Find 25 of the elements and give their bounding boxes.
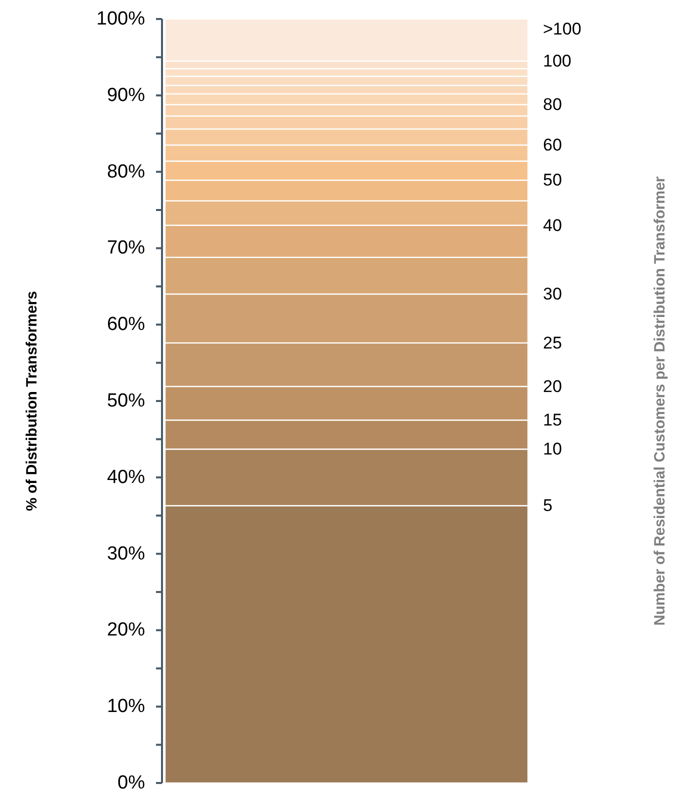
series-label: >100 [543, 20, 582, 38]
y-tick-label: 100% [96, 8, 146, 30]
y-tick-label: 70% [106, 238, 146, 259]
series-label: 25 [543, 333, 562, 352]
series-label: 50 [543, 170, 562, 190]
y-tick-label: 30% [106, 543, 146, 564]
series-label: 60 [543, 136, 562, 155]
text: Number of Residential Customers per Distribution Transformer [652, 176, 668, 626]
y-tick-label: 20% [106, 620, 146, 641]
series-label: 10 [543, 440, 562, 459]
y-tick-label: 60% [106, 314, 146, 336]
series-label: 30 [543, 284, 562, 304]
series-label: 5 [543, 496, 552, 516]
y-tick-label: 10% [106, 696, 146, 718]
y-tick-label: 90% [106, 84, 146, 106]
y-tick-label: 40% [106, 466, 146, 488]
series-label: 15 [543, 410, 562, 430]
series-label: 80 [543, 95, 562, 114]
series-label: 40 [543, 216, 562, 235]
y-axis-title: % of Distribution Transformers [24, 290, 40, 512]
series-label: 20 [543, 376, 562, 396]
y-tick-label: 50% [106, 390, 146, 412]
y-tick-label: 0% [118, 772, 146, 793]
y-tick-label: 80% [106, 161, 146, 182]
series-label: 100 [543, 52, 572, 71]
